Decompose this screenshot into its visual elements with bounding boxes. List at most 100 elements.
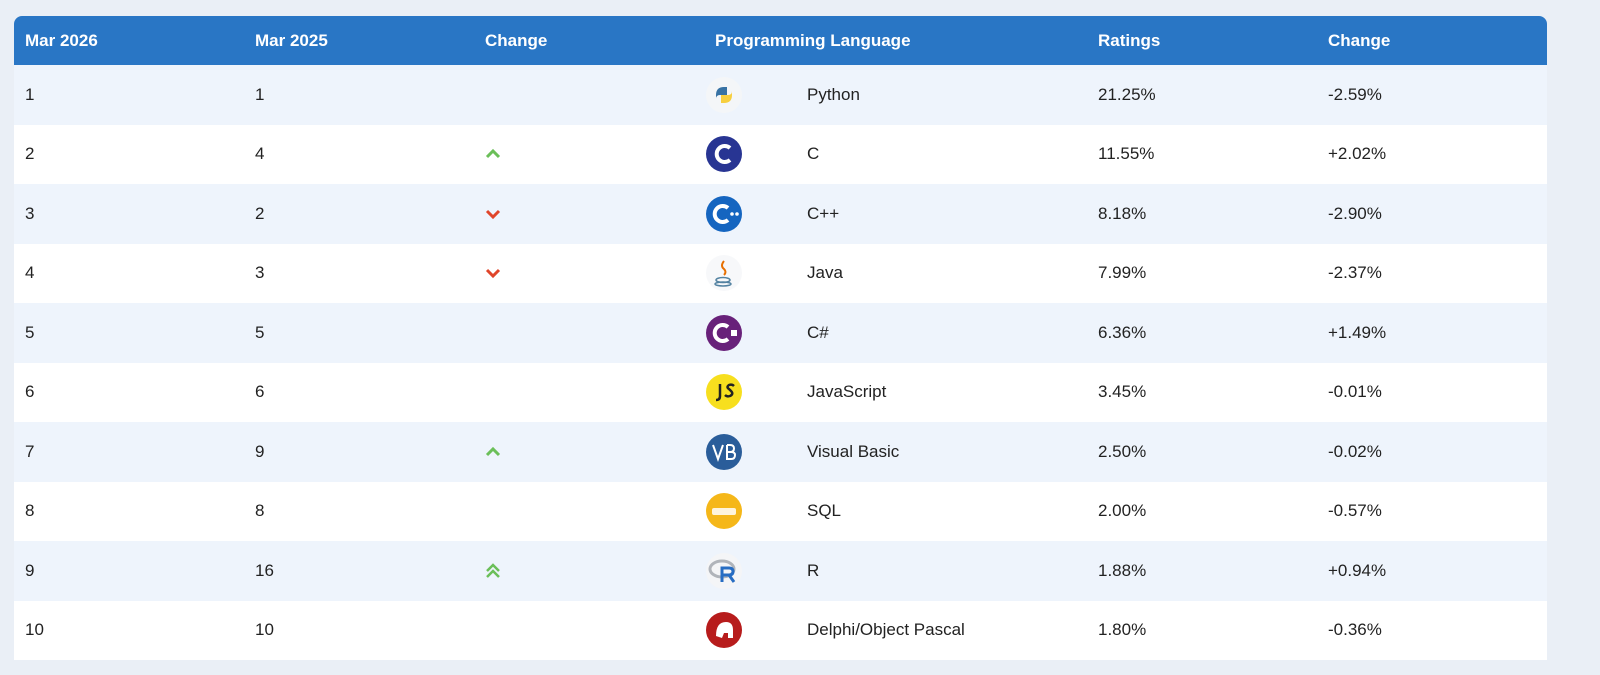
rating: 7.99% bbox=[1098, 263, 1147, 283]
rating-change: +2.02% bbox=[1328, 144, 1387, 164]
down-icon bbox=[485, 269, 501, 279]
language: R bbox=[807, 560, 820, 580]
prev-rank: 1 bbox=[255, 84, 265, 104]
trend bbox=[474, 482, 704, 542]
row: 7 9 Visual Basic 2.50% -0.02% bbox=[14, 422, 1547, 482]
header-cell: Mar 2025 bbox=[244, 16, 474, 65]
rating-change: -0.02% bbox=[1328, 441, 1382, 461]
header-row: Mar 2026 Mar 2025 Change Programming Lan… bbox=[14, 16, 1547, 65]
logo bbox=[704, 125, 796, 185]
rating: 8.18% bbox=[1098, 203, 1147, 223]
logo bbox=[704, 65, 796, 125]
rating-change: +1.49% bbox=[1328, 322, 1387, 342]
logo bbox=[704, 482, 796, 542]
header-cell: Mar 2026 bbox=[14, 16, 244, 65]
rank: 1 bbox=[25, 84, 35, 104]
rating-change: -0.01% bbox=[1328, 382, 1382, 402]
row: 1 1 Python 21.25% -2.59% bbox=[14, 65, 1547, 125]
language: Python bbox=[807, 84, 860, 104]
row: 9 16 R 1.88% +0.94% bbox=[14, 541, 1547, 601]
r-logo bbox=[706, 552, 742, 589]
logo bbox=[704, 541, 796, 601]
trend bbox=[474, 65, 704, 125]
logo bbox=[704, 244, 796, 304]
logo bbox=[704, 601, 796, 661]
trend bbox=[474, 184, 704, 244]
csharp-logo bbox=[706, 314, 742, 351]
header-cell: Change bbox=[474, 16, 704, 65]
trend bbox=[474, 244, 704, 304]
trend bbox=[474, 601, 704, 661]
row: 5 5 C# 6.36% +1.49% bbox=[14, 303, 1547, 363]
rating: 21.25% bbox=[1098, 84, 1156, 104]
prev-rank: 2 bbox=[255, 203, 265, 223]
rating: 2.50% bbox=[1098, 441, 1147, 461]
trend bbox=[474, 541, 704, 601]
rating-change: -2.90% bbox=[1328, 203, 1382, 223]
language: C bbox=[807, 144, 820, 164]
rank: 9 bbox=[25, 560, 35, 580]
rank: 5 bbox=[25, 322, 35, 342]
rating-change: -0.57% bbox=[1328, 501, 1382, 521]
javascript-logo bbox=[706, 374, 742, 411]
row: 6 6 JavaScript 3.45% -0.01% bbox=[14, 362, 1547, 423]
table: Mar 2026 Mar 2025 Change Programming Lan… bbox=[14, 16, 1547, 660]
rating-change: -2.37% bbox=[1328, 263, 1382, 283]
header-cell: Ratings bbox=[1087, 16, 1317, 65]
python-logo bbox=[706, 76, 742, 113]
rating-change: +0.94% bbox=[1328, 560, 1387, 580]
rank: 4 bbox=[25, 263, 35, 283]
prev-rank: 10 bbox=[255, 620, 274, 640]
rating-change: -2.59% bbox=[1328, 84, 1382, 104]
up-icon bbox=[485, 149, 501, 159]
delphi-logo bbox=[706, 612, 742, 649]
row: 4 3 Java 7.99% -2.37% bbox=[14, 243, 1547, 304]
language: SQL bbox=[807, 501, 842, 521]
c-logo bbox=[706, 136, 742, 173]
prev-rank: 16 bbox=[255, 560, 274, 580]
language: C++ bbox=[807, 203, 840, 223]
vb-logo bbox=[706, 433, 742, 470]
rating: 6.36% bbox=[1098, 322, 1147, 342]
sql-logo bbox=[706, 493, 742, 530]
logo bbox=[704, 422, 796, 482]
rank: 8 bbox=[25, 501, 35, 521]
trend bbox=[474, 125, 704, 185]
rank: 3 bbox=[25, 203, 35, 223]
logo bbox=[704, 363, 796, 423]
row: 10 10 Delphi/Object Pascal 1.80% -0.36% bbox=[14, 600, 1547, 661]
row: 2 4 C 11.55% +2.02% bbox=[14, 124, 1547, 185]
header-cell: Programming Language bbox=[704, 16, 1087, 65]
rating: 1.80% bbox=[1098, 620, 1147, 640]
header-cell: Change bbox=[1317, 16, 1547, 65]
rank: 10 bbox=[25, 620, 44, 640]
trend bbox=[474, 363, 704, 423]
rank: 6 bbox=[25, 382, 35, 402]
rating: 1.88% bbox=[1098, 560, 1147, 580]
java-logo bbox=[706, 255, 742, 292]
down-icon bbox=[485, 209, 501, 219]
logo bbox=[704, 184, 796, 244]
prev-rank: 5 bbox=[255, 322, 265, 342]
rank: 2 bbox=[25, 144, 35, 164]
ranking-table: Mar 2026 Mar 2025 Change Programming Lan… bbox=[14, 16, 1547, 660]
rating: 3.45% bbox=[1098, 382, 1147, 402]
rating: 2.00% bbox=[1098, 501, 1147, 521]
language: Java bbox=[807, 263, 843, 283]
prev-rank: 6 bbox=[255, 382, 265, 402]
double-up-icon bbox=[486, 562, 500, 578]
language: Visual Basic bbox=[807, 441, 900, 461]
row: 3 2 C++ 8.18% -2.90% bbox=[14, 184, 1547, 244]
logo bbox=[704, 303, 796, 363]
language: JavaScript bbox=[807, 382, 887, 402]
rank: 7 bbox=[25, 441, 35, 461]
rating: 11.55% bbox=[1098, 144, 1155, 164]
prev-rank: 9 bbox=[255, 441, 265, 461]
cpp-logo bbox=[706, 195, 742, 232]
up-icon bbox=[485, 446, 501, 456]
trend bbox=[474, 422, 704, 482]
prev-rank: 8 bbox=[255, 501, 265, 521]
rating-change: -0.36% bbox=[1328, 620, 1382, 640]
trend bbox=[474, 303, 704, 363]
